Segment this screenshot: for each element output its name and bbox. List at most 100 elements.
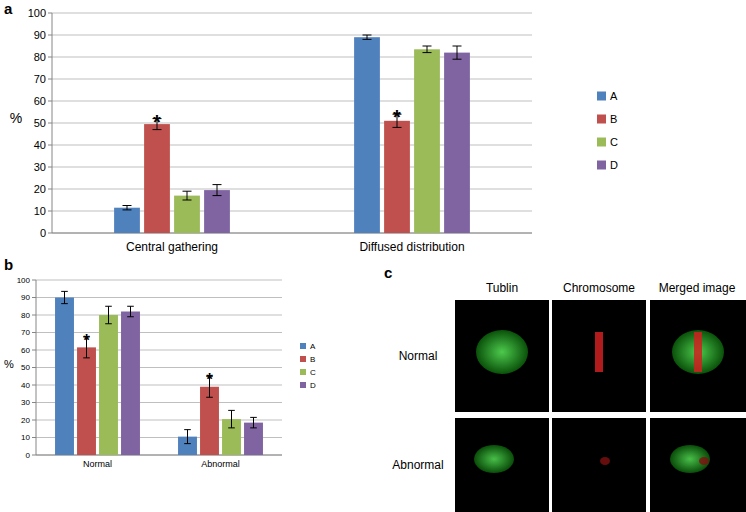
column-label: Tublin xyxy=(486,281,518,295)
panel-label: b xyxy=(4,256,13,273)
tick-label: 70 xyxy=(21,328,30,337)
tick-mark xyxy=(32,402,36,403)
tick-label: 0 xyxy=(26,451,31,460)
error-cap xyxy=(423,46,432,47)
category-label: Central gathering xyxy=(126,240,218,254)
error-bar xyxy=(61,291,68,303)
background xyxy=(0,0,746,512)
y-axis-label: % xyxy=(10,110,22,126)
micrograph xyxy=(650,300,746,412)
error-cap xyxy=(228,410,235,411)
error-cap xyxy=(363,35,372,36)
y-axis-label: % xyxy=(4,358,14,370)
bar xyxy=(174,196,200,233)
bar xyxy=(444,53,470,233)
tick-label: 0 xyxy=(40,227,46,239)
spindle xyxy=(672,330,724,374)
error-cap xyxy=(183,200,192,201)
spindle xyxy=(476,330,528,374)
error-cap xyxy=(61,291,68,292)
error-cap xyxy=(423,52,432,53)
error-cap xyxy=(127,306,134,307)
bar xyxy=(99,315,118,455)
tick-mark xyxy=(32,350,36,351)
legend-swatch xyxy=(300,369,306,375)
bar xyxy=(121,312,140,456)
column-label: Chromosome xyxy=(563,281,635,295)
error-cap xyxy=(127,316,134,317)
tick-mark xyxy=(48,233,52,234)
error-bar xyxy=(363,35,372,39)
tick-label: 60 xyxy=(34,95,46,107)
tick-mark xyxy=(48,211,52,212)
tick-label: 90 xyxy=(34,29,46,41)
row-label: Normal xyxy=(399,349,438,363)
error-bar xyxy=(123,206,132,210)
error-line xyxy=(187,191,188,200)
tick-label: 40 xyxy=(34,139,46,151)
chromosomes xyxy=(699,457,709,465)
category-label: Normal xyxy=(83,459,112,469)
legend-swatch xyxy=(597,92,606,101)
bars xyxy=(55,291,263,455)
error-cap xyxy=(213,195,222,196)
bar xyxy=(114,208,140,233)
annotation: * xyxy=(83,331,90,350)
bar xyxy=(354,37,380,233)
tick-label: 90 xyxy=(21,293,30,302)
tick-mark xyxy=(32,385,36,386)
error-cap xyxy=(61,303,68,304)
error-bar xyxy=(183,191,192,200)
tick-label: 10 xyxy=(34,205,46,217)
tick-label: 60 xyxy=(21,346,30,355)
micrograph xyxy=(650,418,746,512)
tick-label: 50 xyxy=(34,117,46,129)
tick-mark xyxy=(48,57,52,58)
tick-label: 80 xyxy=(21,311,30,320)
tick-label: 30 xyxy=(21,398,30,407)
grid-line xyxy=(52,35,532,36)
chart-0: 0102030405060708090100%Central gathering… xyxy=(10,7,618,254)
error-cap xyxy=(453,59,462,60)
panel-label: a xyxy=(4,0,13,17)
legend-label: C xyxy=(310,368,316,377)
tick-mark xyxy=(48,79,52,80)
tick-mark xyxy=(32,315,36,316)
tick-label: 80 xyxy=(34,51,46,63)
legend-swatch xyxy=(597,161,606,170)
error-line xyxy=(231,410,232,428)
tick-mark xyxy=(32,455,36,456)
legend-label: C xyxy=(610,136,618,148)
tick-label: 100 xyxy=(28,7,46,19)
panel-label: c xyxy=(384,264,392,281)
legend-swatch xyxy=(597,138,606,147)
micrograph xyxy=(552,300,646,412)
legend-label: A xyxy=(310,342,316,351)
error-bar xyxy=(105,306,112,324)
error-bar xyxy=(184,430,191,444)
error-cap xyxy=(250,427,257,428)
annotation: * xyxy=(153,111,161,133)
category-label: Diffused distribution xyxy=(359,240,464,254)
legend: ABCD xyxy=(597,90,618,171)
tick-mark xyxy=(48,35,52,36)
tick-mark xyxy=(48,167,52,168)
tick-label: 50 xyxy=(21,363,30,372)
micrograph xyxy=(455,300,549,412)
error-cap xyxy=(123,205,132,206)
tick-label: 30 xyxy=(34,161,46,173)
figure: 0102030405060708090100%Central gathering… xyxy=(0,0,746,512)
error-bar xyxy=(423,46,432,53)
error-bar xyxy=(127,306,134,317)
spindle xyxy=(474,445,514,473)
tick-label: 40 xyxy=(21,381,30,390)
spindle xyxy=(670,445,710,473)
error-cap xyxy=(213,184,222,185)
error-cap xyxy=(105,306,112,307)
error-bar xyxy=(250,417,257,428)
legend-swatch xyxy=(300,356,306,362)
tick-mark xyxy=(48,145,52,146)
error-line xyxy=(217,185,218,196)
bar xyxy=(200,387,219,455)
error-line xyxy=(127,206,128,210)
